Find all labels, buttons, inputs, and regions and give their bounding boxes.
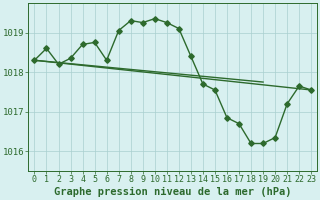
X-axis label: Graphe pression niveau de la mer (hPa): Graphe pression niveau de la mer (hPa) (54, 187, 292, 197)
